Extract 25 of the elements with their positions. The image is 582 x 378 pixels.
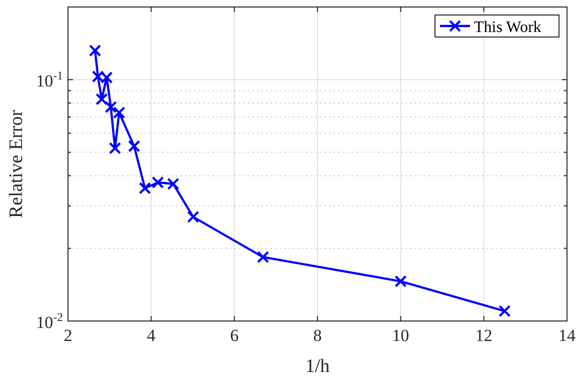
point	[187, 210, 200, 223]
legend-label: This Work	[474, 19, 542, 36]
point	[108, 142, 122, 154]
point	[104, 100, 117, 114]
point	[128, 140, 140, 152]
point	[88, 44, 102, 57]
x-tick-label: 6	[230, 326, 239, 345]
x-tick-label: 8	[313, 326, 322, 345]
point	[138, 182, 152, 194]
point	[394, 275, 407, 288]
y-axis-title: Relative Error	[6, 109, 27, 218]
x-tick-label: 10	[392, 326, 410, 345]
x-axis-title: 1/h	[305, 356, 330, 377]
point	[256, 250, 270, 264]
point	[152, 176, 164, 189]
point	[113, 106, 126, 119]
x-tick-label: 14	[558, 326, 576, 345]
point	[167, 178, 180, 190]
x-tick-label: 4	[146, 326, 156, 345]
y-tick-label: 10$^{-2}$	[36, 310, 64, 332]
x-tick-label: 2	[64, 326, 72, 345]
y-tick-label: 10$^{-1}$	[36, 68, 64, 91]
x-tick-label: 12	[475, 326, 492, 345]
point	[96, 93, 108, 106]
point	[498, 304, 511, 318]
